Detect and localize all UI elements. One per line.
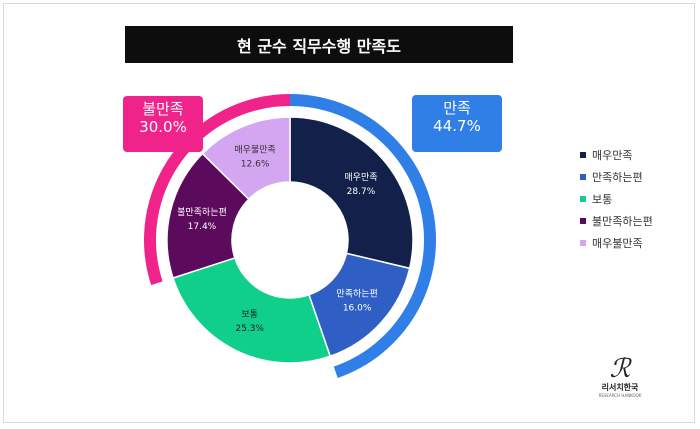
satisfied-callout: 만족 44.7%: [412, 95, 502, 152]
slice-0: [289, 116, 414, 270]
legend-item-3: 불만족하는편: [580, 210, 653, 232]
chart-title: 현 군수 직무수행 만족도: [125, 26, 513, 63]
slice-4: [201, 116, 291, 201]
slice-value-0: 28.7%: [347, 187, 376, 197]
legend-swatch-3: [580, 218, 586, 224]
dissatisfied-value: 30.0%: [139, 118, 187, 136]
slice-value-1: 16.0%: [343, 304, 372, 314]
legend-item-1: 만족하는편: [580, 166, 653, 188]
legend-label-0: 매우만족: [592, 149, 633, 162]
slice-label-0: 매우만족: [344, 172, 377, 183]
slice-label-3: 불만족하는편: [177, 206, 227, 218]
logo-name: 리서치한국: [601, 383, 639, 392]
legend-label-4: 매우불만족: [592, 237, 643, 250]
slice-value-4: 12.6%: [241, 159, 270, 169]
logo-sub: RESEARCH HANKOOK: [598, 393, 642, 398]
legend-label-2: 보통: [592, 193, 613, 206]
slice-3: [166, 152, 250, 279]
legend-item-4: 매우불만족: [580, 232, 653, 254]
slice-2: [172, 256, 332, 364]
legend-swatch-2: [580, 196, 586, 202]
slice-label-1: 만족하는편: [336, 288, 377, 300]
satisfied-value: 44.7%: [433, 117, 481, 135]
legend-swatch-1: [580, 174, 586, 180]
dissatisfied-label: 불만족: [142, 100, 184, 118]
slice-label-4: 매우불만족: [234, 144, 275, 155]
legend-item-0: 매우만족: [580, 144, 653, 166]
legend-swatch-0: [580, 152, 586, 158]
dissatisfied-callout: 불만족 30.0%: [123, 96, 203, 152]
legend-item-2: 보통: [580, 188, 653, 210]
slice-label-2: 보통: [241, 309, 258, 320]
legend-swatch-4: [580, 240, 586, 246]
satisfied-label: 만족: [443, 99, 471, 117]
legend-label-1: 만족하는편: [592, 171, 643, 184]
legend-label-3: 불만족하는편: [592, 215, 653, 228]
slice-value-2: 25.3%: [235, 324, 264, 334]
brand-logo: ℛ 리서치한국 RESEARCH HANKOOK: [596, 356, 644, 398]
logo-mark-icon: ℛ: [609, 354, 631, 384]
slice-value-3: 17.4%: [188, 222, 217, 232]
